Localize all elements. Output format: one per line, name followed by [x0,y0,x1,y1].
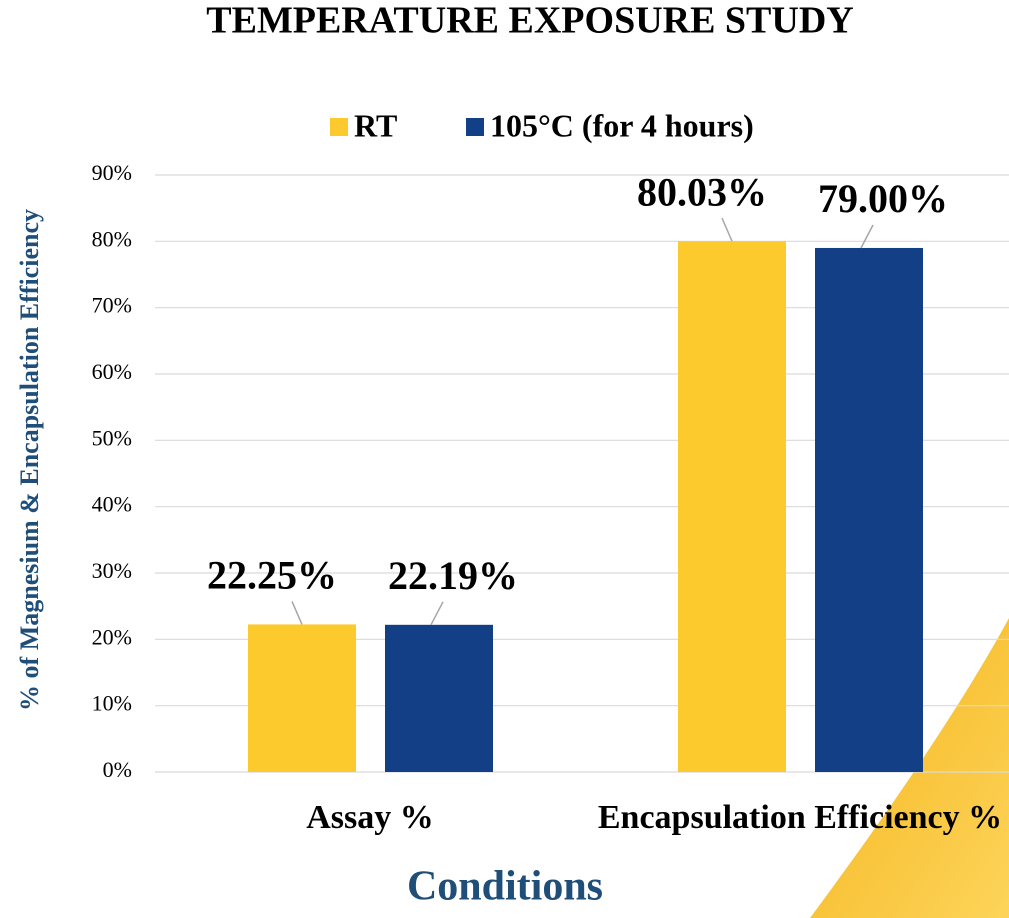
x-tick-label: Encapsulation Efficiency % [590,798,1009,838]
y-tick-label: 30% [92,558,132,583]
data-label: 80.03% [637,169,767,214]
legend-swatch [466,118,484,136]
leader-line [722,218,732,241]
chart-page: TEMPERATURE EXPOSURE STUDY Conditions % … [0,0,1009,918]
leader-line [861,225,873,248]
chart: TEMPERATURE EXPOSURE STUDY Conditions % … [0,0,1009,918]
y-tick-label: 0% [103,757,132,782]
bar [815,248,923,772]
leader-line [292,601,302,624]
leader-line [431,602,443,625]
y-tick-label: 20% [92,624,132,649]
y-tick-label: 60% [92,359,132,384]
legend-swatch [330,118,348,136]
y-tick-label: 50% [92,425,132,450]
data-label: 22.25% [207,553,337,598]
y-tick-label: 80% [92,226,132,251]
chart-title: TEMPERATURE EXPOSURE STUDY [206,0,853,42]
y-tick-label: 40% [92,492,132,517]
y-tick-label: 70% [92,293,132,318]
x-tick-label: Assay % [160,798,580,838]
bar [385,625,493,772]
bar [678,241,786,772]
bar [248,624,356,772]
y-tick-label: 10% [92,691,132,716]
data-label: 79.00% [818,176,948,221]
data-label: 22.19% [388,553,518,598]
x-axis-title: Conditions [407,864,603,910]
y-tick-label: 90% [92,160,132,185]
y-axis-title: % of Magnesium & Encapsulation Efficienc… [15,209,44,711]
legend-label: RT [354,107,397,143]
legend-label: 105°C (for 4 hours) [490,107,754,143]
